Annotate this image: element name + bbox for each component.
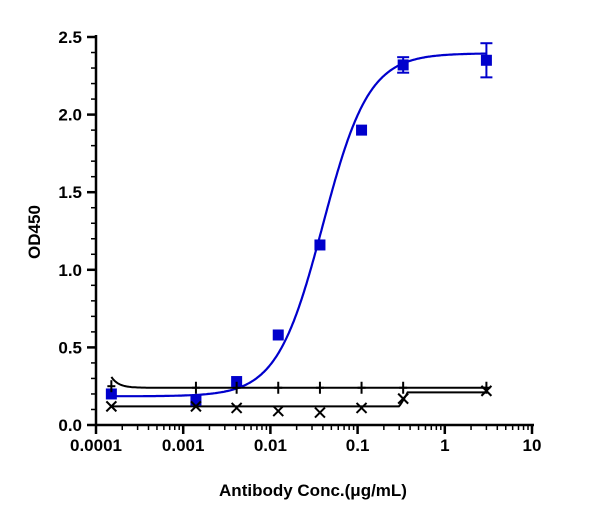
x-point-stroke	[272, 405, 284, 417]
square-point	[190, 394, 202, 406]
x-tick-label: 0.01	[254, 436, 287, 455]
square-point	[314, 239, 326, 251]
x-point-stroke	[355, 402, 368, 414]
square-point	[356, 124, 368, 136]
x-point-stroke	[105, 400, 118, 413]
data-points	[105, 42, 493, 419]
y-tick-label: 2.0	[58, 106, 82, 125]
square-point	[480, 54, 492, 66]
y-tick-label: 2.5	[58, 28, 82, 47]
y-tick-label: 0.0	[58, 416, 82, 435]
square-point	[231, 376, 243, 388]
x-tick-label: 0.0001	[70, 436, 122, 455]
square-point	[105, 388, 117, 400]
fit-curve-2	[110, 376, 487, 389]
x-point-stroke	[480, 385, 493, 397]
y-axis-title: OD450	[25, 205, 44, 259]
x-point-stroke	[190, 400, 202, 413]
x-tick-label: 1	[440, 436, 449, 455]
y-tick-label: 1.5	[58, 183, 82, 202]
x-point-stroke	[314, 406, 326, 419]
fit-curve-1	[111, 52, 487, 398]
y-tick-label: 1.0	[58, 261, 82, 280]
x-point-stroke	[397, 392, 409, 405]
square-point	[272, 329, 284, 341]
x-tick-label: 10	[523, 436, 542, 455]
x-point-stroke	[230, 402, 243, 414]
x-axis-title: Antibody Conc.(μg/mL)	[219, 481, 407, 500]
fit-curves	[110, 52, 487, 408]
y-tick-label: 0.5	[58, 338, 82, 357]
axes: 0.0 0.5 1.0 1.5 2.0 2.5 0.0001 0.001 0.01 0.1 1 10	[58, 28, 541, 455]
x-tick-label: 0.001	[162, 436, 205, 455]
fit-curve-3	[111, 391, 487, 408]
x-tick-label: 0.1	[346, 436, 370, 455]
square-point	[397, 59, 409, 71]
